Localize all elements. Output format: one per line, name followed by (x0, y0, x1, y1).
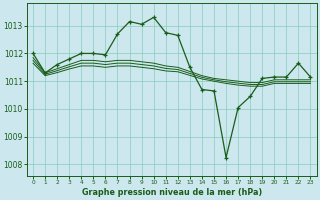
X-axis label: Graphe pression niveau de la mer (hPa): Graphe pression niveau de la mer (hPa) (82, 188, 262, 197)
